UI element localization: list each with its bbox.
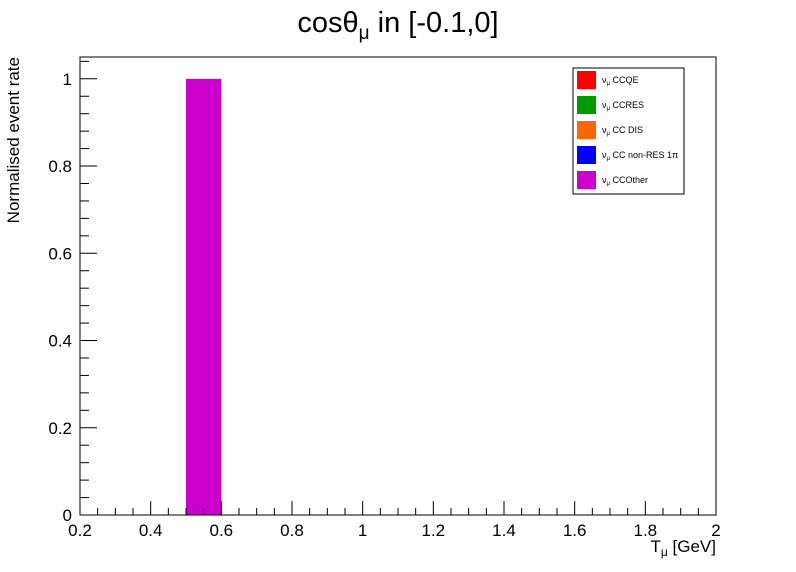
- legend-label-rest: CC non-RES 1π: [610, 150, 678, 160]
- legend-swatch: [577, 71, 596, 89]
- legend-swatch: [577, 96, 596, 114]
- plot-frame: [79, 56, 717, 516]
- y-tick-label: 0: [63, 506, 72, 525]
- legend-label: νμ CCOther: [602, 175, 648, 187]
- legend-label: νμ CCQE: [602, 75, 638, 87]
- legend-label-symbol: ν: [602, 125, 607, 135]
- x-axis-title-unit: [GeV]: [668, 537, 716, 556]
- legend-swatch: [577, 171, 596, 189]
- legend-label-sub: μ: [607, 131, 611, 137]
- x-tick-label: 0.6: [210, 521, 234, 540]
- x-axis-title-main: T: [651, 537, 661, 556]
- axis-tick-labels: 0.2 0.4 0.6 0.8 1 1.2 1.4 1.6 1.8 200.20.40.60.81: [48, 70, 720, 540]
- chart-title-prefix: cosθ: [297, 7, 358, 39]
- x-tick-label: 0.4: [139, 521, 163, 540]
- x-tick-label: 2: [711, 521, 720, 540]
- y-tick-label: 0.2: [48, 419, 72, 438]
- chart-title-sub: μ: [359, 23, 370, 44]
- legend-label-symbol: ν: [602, 150, 607, 160]
- legend-label-rest: CC DIS: [610, 125, 643, 135]
- y-axis-title: Normalised event rate: [4, 57, 23, 223]
- x-tick-label: 1.8: [634, 521, 658, 540]
- y-tick-label: 0.6: [48, 244, 72, 263]
- x-tick-label: 1: [358, 521, 367, 540]
- y-tick-label: 0.4: [48, 332, 72, 351]
- legend-label-sub: μ: [607, 81, 611, 87]
- x-tick-label: 1.6: [563, 521, 587, 540]
- legend-label: νμ CCRES: [602, 100, 644, 112]
- x-tick-label: 1.2: [422, 521, 446, 540]
- legend-entry: νμ CCQE: [577, 71, 638, 89]
- y-tick-label: 1: [63, 70, 72, 89]
- legend-label-sub: μ: [607, 156, 611, 162]
- legend-label-symbol: ν: [602, 100, 607, 110]
- legend-label: νμ CC DIS: [602, 125, 643, 137]
- legend-label-symbol: ν: [602, 75, 607, 85]
- x-tick-label: 0.2: [68, 521, 92, 540]
- legend-label-symbol: ν: [602, 175, 607, 185]
- bars: [186, 78, 222, 516]
- x-tick-label: 1.4: [492, 521, 516, 540]
- x-axis-title: Tμ [GeV]: [651, 537, 717, 559]
- legend-entry: νμ CC non-RES 1π: [577, 146, 678, 164]
- legend-label: νμ CC non-RES 1π: [602, 150, 678, 162]
- legend-entry: νμ CCOther: [577, 171, 648, 189]
- y-tick-label: 0.8: [48, 157, 72, 176]
- legend-label-sub: μ: [607, 106, 611, 112]
- legend-label-rest: CCRES: [610, 100, 644, 110]
- legend-entry: νμ CCRES: [577, 96, 644, 114]
- x-tick-label: 0.8: [280, 521, 304, 540]
- legend-label-sub: μ: [607, 181, 611, 187]
- legend-label-rest: CCOther: [610, 175, 648, 185]
- legend-label-rest: CCQE: [610, 75, 639, 85]
- bar-series-4-bin-0: [186, 78, 222, 516]
- chart-title-suffix: in [-0.1,0]: [370, 7, 499, 39]
- chart-title: cosθμ in [-0.1,0]: [297, 7, 498, 44]
- legend-swatch: [577, 146, 596, 164]
- legend-swatch: [577, 121, 596, 139]
- x-axis-title-sub: μ: [661, 545, 668, 559]
- legend-entry: νμ CC DIS: [577, 121, 643, 139]
